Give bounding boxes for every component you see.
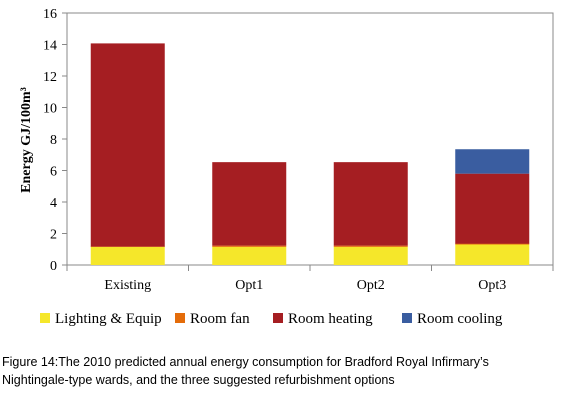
y-tick-label: 14 bbox=[43, 39, 57, 54]
bar-room-cooling-opt3 bbox=[455, 149, 530, 174]
legend-label: Room cooling bbox=[417, 311, 503, 327]
figure-caption: Figure 14:The 2010 predicted annual ener… bbox=[2, 353, 565, 389]
legend-swatch bbox=[175, 313, 185, 323]
legend-label: Lighting & Equip bbox=[55, 311, 162, 327]
legend-label: Room fan bbox=[190, 311, 250, 327]
y-tick-label: 16 bbox=[43, 7, 57, 22]
bar-room-fan-opt1 bbox=[212, 245, 287, 247]
bar-room-fan-opt3 bbox=[455, 243, 530, 245]
x-tick-label: Opt2 bbox=[357, 278, 385, 293]
x-tick-label: Opt3 bbox=[478, 278, 506, 293]
y-tick-label: 6 bbox=[50, 165, 57, 180]
stacked-bar-chart: 0 2 4 6 8 10 12 14 16 Existing Opt1 Opt2 Opt3 Energy… bbox=[19, 7, 554, 327]
legend-label: Room heating bbox=[288, 311, 373, 327]
bar-lighting-equip-opt3 bbox=[455, 244, 530, 265]
y-tick-label: 4 bbox=[50, 196, 57, 211]
y-tick-label: 12 bbox=[43, 70, 57, 85]
plot-area: 0 2 4 6 8 10 12 14 16 Existing Opt1 Opt2 Opt3 bbox=[43, 7, 554, 293]
y-tick-label: 8 bbox=[50, 133, 57, 148]
x-tick-label: Existing bbox=[104, 278, 151, 293]
y-axis-label: Energy GJ/100m³ bbox=[19, 87, 34, 193]
caption-line-2: Nightingale-type wards, and the three su… bbox=[2, 373, 395, 387]
legend-swatch bbox=[40, 313, 50, 323]
y-tick-label: 2 bbox=[50, 228, 57, 243]
x-tick-label: Opt1 bbox=[235, 278, 263, 293]
bar-lighting-equip-opt2 bbox=[333, 246, 408, 265]
y-tick-label: 10 bbox=[43, 102, 57, 117]
legend-swatch bbox=[402, 313, 412, 323]
bar-room-heating-existing bbox=[90, 43, 165, 247]
bar-room-heating-opt1 bbox=[212, 162, 287, 246]
bar-lighting-equip-opt1 bbox=[212, 246, 287, 265]
caption-line-1: Figure 14:The 2010 predicted annual ener… bbox=[2, 355, 489, 369]
bar-room-fan-opt2 bbox=[333, 245, 408, 247]
legend-swatch bbox=[273, 313, 283, 323]
bar-room-heating-opt3 bbox=[455, 173, 530, 244]
bar-room-heating-opt2 bbox=[333, 162, 408, 246]
bar-lighting-equip-existing bbox=[90, 246, 165, 265]
legend: Lighting & Equip Room fan Room heating Room… bbox=[40, 311, 503, 327]
y-tick-label: 0 bbox=[50, 259, 57, 274]
